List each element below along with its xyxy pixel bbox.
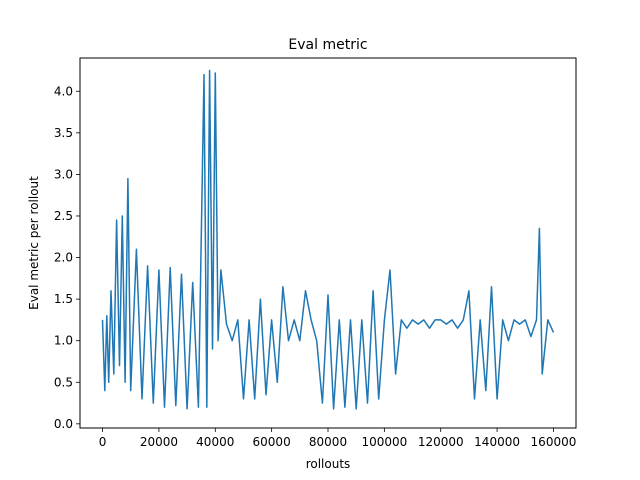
plot-frame (79, 57, 577, 429)
y-tick-label: 3.0 (54, 167, 73, 181)
x-tick-label: 140000 (474, 435, 520, 449)
y-axis: 0.0 0.5 1.0 1.5 2.0 2.5 3.0 3.5 4.0 (54, 84, 80, 431)
y-tick-label: 2.0 (54, 251, 73, 265)
x-tick-label: 60000 (253, 435, 291, 449)
y-tick-label: 0.5 (54, 375, 73, 389)
y-tick-label: 1.0 (54, 334, 73, 348)
series-line-0 (101, 69, 555, 410)
x-tick-label: 40000 (196, 435, 234, 449)
y-tick-label: 4.0 (54, 84, 73, 98)
y-axis-label: Eval metric per rollout (27, 176, 41, 310)
y-tick-label: 1.5 (54, 292, 73, 306)
x-tick-label: 120000 (418, 435, 464, 449)
x-tick-label: 20000 (140, 435, 178, 449)
chart-title: Eval metric (288, 37, 367, 53)
y-tick-label: 0.0 (54, 417, 73, 431)
x-tick-label: 0 (99, 435, 107, 449)
x-tick-label: 160000 (531, 435, 577, 449)
x-axis-label: rollouts (306, 457, 351, 471)
y-tick-label: 2.5 (54, 209, 73, 223)
x-tick-label: 80000 (309, 435, 347, 449)
x-tick-label: 100000 (361, 435, 407, 449)
plot-area (101, 69, 555, 410)
x-axis: 0 20000 40000 60000 80000 100000 120000 140000 1… (99, 428, 577, 449)
y-tick-label: 3.5 (54, 126, 73, 140)
